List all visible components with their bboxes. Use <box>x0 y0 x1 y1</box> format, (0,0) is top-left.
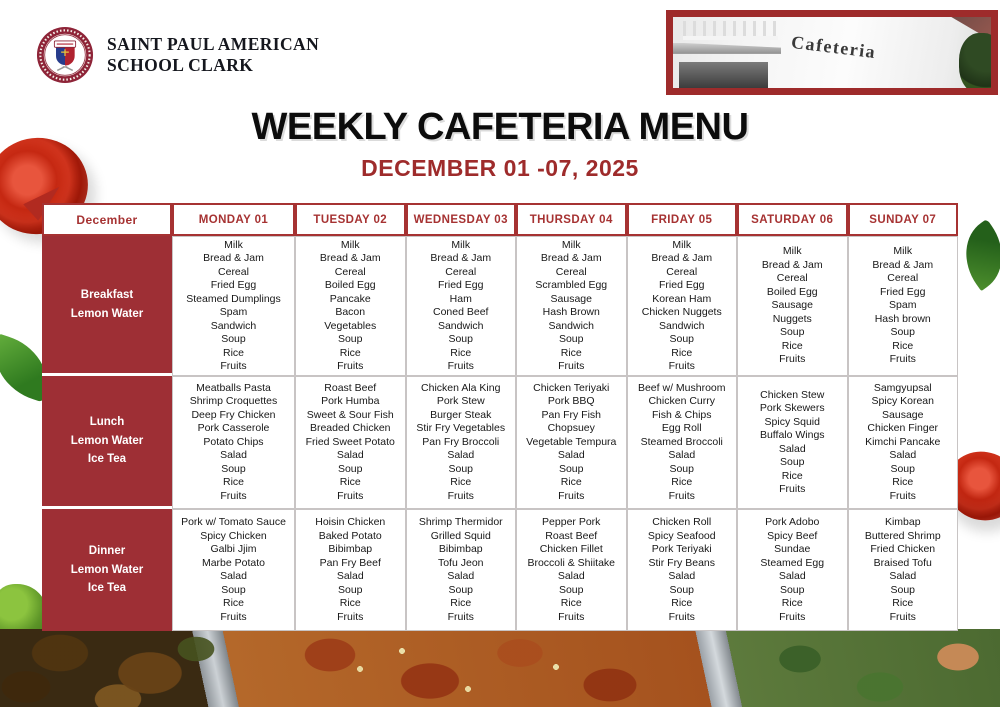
menu-cell-dinner-friday: Chicken Roll Spicy Seafood Pork Teriyaki… <box>626 509 737 631</box>
foliage <box>959 33 991 88</box>
menu-cell-dinner-thursday: Pepper Pork Roast Beef Chicken Fillet Br… <box>516 509 627 631</box>
row-label-dinner: Dinner Lemon Water Ice Tea <box>42 509 172 631</box>
day-header-saturday: SATURDAY 06 <box>737 203 848 236</box>
menu-cell-lunch-saturday: Chicken Stew Pork Skewers Spicy Squid Bu… <box>737 376 848 509</box>
menu-cell-dinner-saturday: Pork Adobo Spicy Beef Sundae Steamed Egg… <box>737 509 848 631</box>
day-header-friday: FRIDAY 05 <box>626 203 737 236</box>
menu-cell-breakfast-monday: Milk Bread & Jam Cereal Fried Egg Steame… <box>172 236 295 376</box>
menu-cell-breakfast-wednesday: Milk Bread & Jam Cereal Fried Egg Ham Co… <box>405 236 516 376</box>
menu-cell-dinner-wednesday: Shrimp Thermidor Grilled Squid Bibimbap … <box>405 509 516 631</box>
menu-cell-dinner-sunday: Kimbap Buttered Shrimp Fried Chicken Bra… <box>847 509 958 631</box>
school-name: SAINT PAUL AMERICAN SCHOOL CLARK <box>107 34 320 75</box>
cafeteria-photo-frame: Cafeteria <box>666 10 998 95</box>
cafeteria-photo: Cafeteria <box>673 17 991 88</box>
menu-cell-breakfast-sunday: Milk Bread & Jam Cereal Fried Egg Spam H… <box>847 236 958 376</box>
menu-cell-lunch-tuesday: Roast Beef Pork Humba Sweet & Sour Fish … <box>295 376 406 509</box>
day-header-monday: MONDAY 01 <box>172 203 295 236</box>
row-label-lunch: Lunch Lemon Water Ice Tea <box>42 376 172 509</box>
month-header-cell: December <box>42 203 172 236</box>
day-header-wednesday: WEDNESDAY 03 <box>405 203 516 236</box>
menu-cell-breakfast-thursday: Milk Bread & Jam Cereal Scrambled Egg Sa… <box>516 236 627 376</box>
awning <box>673 42 782 54</box>
day-header-tuesday: TUESDAY 02 <box>295 203 406 236</box>
storefront-window <box>679 62 769 88</box>
school-seal-logo <box>36 26 94 84</box>
row-label-breakfast: Breakfast Lemon Water <box>42 236 172 376</box>
menu-cell-breakfast-saturday: Milk Bread & Jam Cereal Boiled Egg Sausa… <box>737 236 848 376</box>
weekly-menu-table: December MONDAY 01 TUESDAY 02 WEDNESDAY … <box>42 203 958 631</box>
brand-header: SAINT PAUL AMERICAN SCHOOL CLARK <box>36 26 319 84</box>
menu-cell-lunch-monday: Meatballs Pasta Shrimp Croquettes Deep F… <box>172 376 295 509</box>
menu-cell-dinner-monday: Pork w/ Tomato Sauce Spicy Chicken Galbi… <box>172 509 295 631</box>
menu-cell-lunch-friday: Beef w/ Mushroom Chicken Curry Fish & Ch… <box>626 376 737 509</box>
day-header-sunday: SUNDAY 07 <box>847 203 958 236</box>
menu-cell-lunch-wednesday: Chicken Ala King Pork Stew Burger Steak … <box>405 376 516 509</box>
page-title: WEEKLY CAFETERIA MENU <box>251 106 749 148</box>
date-range-subtitle: DECEMBER 01 -07, 2025 <box>361 155 639 181</box>
menu-cell-dinner-tuesday: Hoisin Chicken Baked Potato Bibimbap Pan… <box>295 509 406 631</box>
balcony-railing <box>682 21 778 41</box>
cafeteria-sign-text: Cafeteria <box>789 31 878 63</box>
menu-cell-lunch-sunday: Samgyupsal Spicy Korean Sausage Chicken … <box>847 376 958 509</box>
food-tray-photo <box>0 629 1000 707</box>
menu-cell-breakfast-friday: Milk Bread & Jam Cereal Fried Egg Korean… <box>626 236 737 376</box>
day-header-thursday: THURSDAY 04 <box>516 203 627 236</box>
menu-cell-lunch-thursday: Chicken Teriyaki Pork BBQ Pan Fry Fish C… <box>516 376 627 509</box>
menu-cell-breakfast-tuesday: Milk Bread & Jam Cereal Boiled Egg Panca… <box>295 236 406 376</box>
